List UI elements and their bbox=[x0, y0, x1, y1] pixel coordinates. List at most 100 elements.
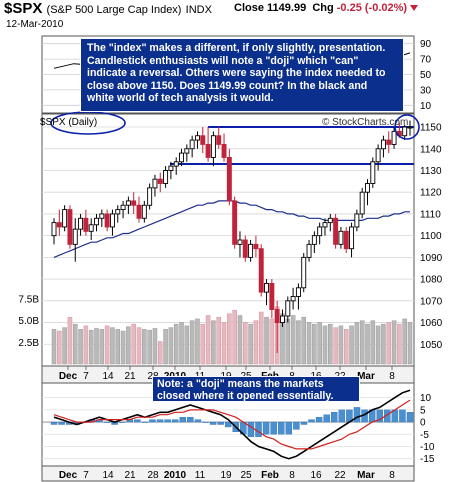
candle-body bbox=[152, 178, 158, 189]
volume-bar bbox=[253, 320, 259, 365]
volume-tick-label: 2.5B bbox=[18, 338, 39, 349]
x-tick-label-bottom: 2010 bbox=[164, 470, 187, 481]
volume-bar bbox=[147, 329, 152, 365]
macd-histogram-bar bbox=[406, 412, 414, 423]
rsi-tick-label: 90 bbox=[420, 39, 432, 50]
macd-histogram-bar bbox=[164, 419, 171, 423]
price-tick-label: 1110 bbox=[420, 209, 441, 220]
volume-bar bbox=[269, 318, 275, 365]
candle-body bbox=[402, 126, 408, 137]
candle-body bbox=[136, 204, 142, 219]
candle-body bbox=[157, 178, 163, 184]
candle-body bbox=[264, 282, 270, 293]
macd-histogram-bar bbox=[58, 421, 65, 425]
volume-bar bbox=[243, 322, 248, 365]
x-tick-label-bottom: 25 bbox=[240, 470, 252, 481]
index-name: (S&P 500 Large Cap Index) bbox=[46, 4, 182, 16]
candle-body bbox=[311, 235, 317, 245]
x-tick-label-bottom: 19 bbox=[220, 470, 232, 481]
volume-bar bbox=[359, 320, 365, 365]
candle-body bbox=[78, 217, 84, 230]
macd-histogram-bar bbox=[262, 421, 270, 435]
x-tick-label-bottom: Mar bbox=[357, 470, 375, 481]
macd-tick-label: -10 bbox=[420, 442, 435, 453]
date-axis-strip-bottom bbox=[41, 465, 415, 482]
candle-body bbox=[301, 256, 307, 289]
macd-histogram-bar bbox=[194, 419, 202, 423]
volume-bar bbox=[57, 330, 62, 365]
rsi-tick-label: 70 bbox=[420, 55, 432, 66]
volume-bar bbox=[397, 323, 402, 365]
volume-bar bbox=[136, 327, 142, 365]
volume-bar bbox=[285, 318, 291, 365]
candle-body bbox=[327, 217, 333, 224]
volume-bar bbox=[375, 325, 381, 365]
candle-body bbox=[104, 213, 110, 228]
volume-bar bbox=[200, 323, 206, 365]
macd-histogram-bar bbox=[187, 416, 194, 423]
volume-bar bbox=[258, 311, 264, 365]
volume-bar bbox=[99, 329, 105, 365]
price-tick-label: 1090 bbox=[420, 253, 443, 264]
volume-bar bbox=[173, 323, 179, 365]
candle-body bbox=[237, 239, 243, 245]
candle-body bbox=[94, 217, 99, 226]
volume-bar bbox=[157, 341, 163, 365]
moving-average-line bbox=[53, 200, 410, 258]
volume-bar bbox=[221, 322, 227, 365]
macd-histogram-bar bbox=[156, 419, 164, 423]
x-tick-label: 21 bbox=[124, 371, 136, 382]
candle-body bbox=[295, 287, 301, 297]
volume-bar bbox=[407, 322, 413, 365]
candle-body bbox=[306, 243, 312, 258]
candle-body bbox=[380, 139, 386, 150]
candle-body bbox=[248, 243, 254, 258]
x-tick-label-bottom: 14 bbox=[102, 470, 114, 481]
macd-tick-label: -15 bbox=[420, 454, 435, 465]
candle-body bbox=[407, 126, 413, 129]
volume-bar bbox=[386, 322, 392, 365]
volume-bar bbox=[381, 323, 386, 365]
candle-body bbox=[141, 204, 147, 219]
volume-bar bbox=[72, 323, 78, 365]
candle-body bbox=[269, 282, 275, 310]
candle-body bbox=[109, 213, 115, 228]
price-tick-label: 1060 bbox=[420, 318, 443, 329]
candle-body bbox=[125, 200, 131, 206]
candle-body bbox=[168, 165, 174, 171]
volume-bar bbox=[338, 325, 344, 365]
x-tick-label-bottom: 11 bbox=[195, 470, 206, 481]
volume-bar bbox=[51, 329, 57, 365]
macd-histogram-bar bbox=[171, 419, 179, 423]
volume-bar bbox=[354, 322, 360, 365]
close-readout: Close 1149.99 Chg -0.25 (-0.02%) bbox=[234, 2, 419, 14]
candle-body bbox=[375, 148, 381, 163]
macd-histogram-bar bbox=[353, 407, 361, 423]
annotation-note-top: The "index" makes a different, if only s… bbox=[80, 38, 404, 112]
macd-histogram-bar bbox=[202, 421, 209, 423]
candle-body bbox=[120, 204, 126, 211]
macd-histogram-bar bbox=[323, 414, 330, 423]
chg-value: -0.25 (-0.02%) bbox=[336, 2, 408, 14]
candle-body bbox=[147, 187, 153, 206]
doji-highlight-ellipse bbox=[394, 114, 420, 140]
volume-bar bbox=[391, 320, 397, 365]
price-tick-label: 1080 bbox=[420, 275, 443, 286]
volume-tick-label: 7.5B bbox=[18, 295, 39, 306]
candle-body bbox=[210, 135, 216, 158]
candle-body bbox=[258, 248, 264, 293]
candle-body bbox=[131, 200, 137, 206]
volume-bar bbox=[168, 327, 174, 365]
volume-bar bbox=[163, 329, 168, 365]
candle-body bbox=[99, 213, 105, 219]
candle-body bbox=[216, 135, 222, 145]
macd-histogram-bar bbox=[293, 421, 300, 430]
macd-tick-label: 10 bbox=[420, 393, 432, 404]
candle-body bbox=[163, 170, 169, 184]
price-tick-label: 1140 bbox=[420, 144, 442, 155]
volume-bar bbox=[189, 320, 195, 365]
candle-body bbox=[386, 139, 392, 145]
candle-body bbox=[343, 230, 349, 250]
volume-bar bbox=[115, 329, 121, 365]
rsi-tick-label: 30 bbox=[420, 85, 432, 96]
